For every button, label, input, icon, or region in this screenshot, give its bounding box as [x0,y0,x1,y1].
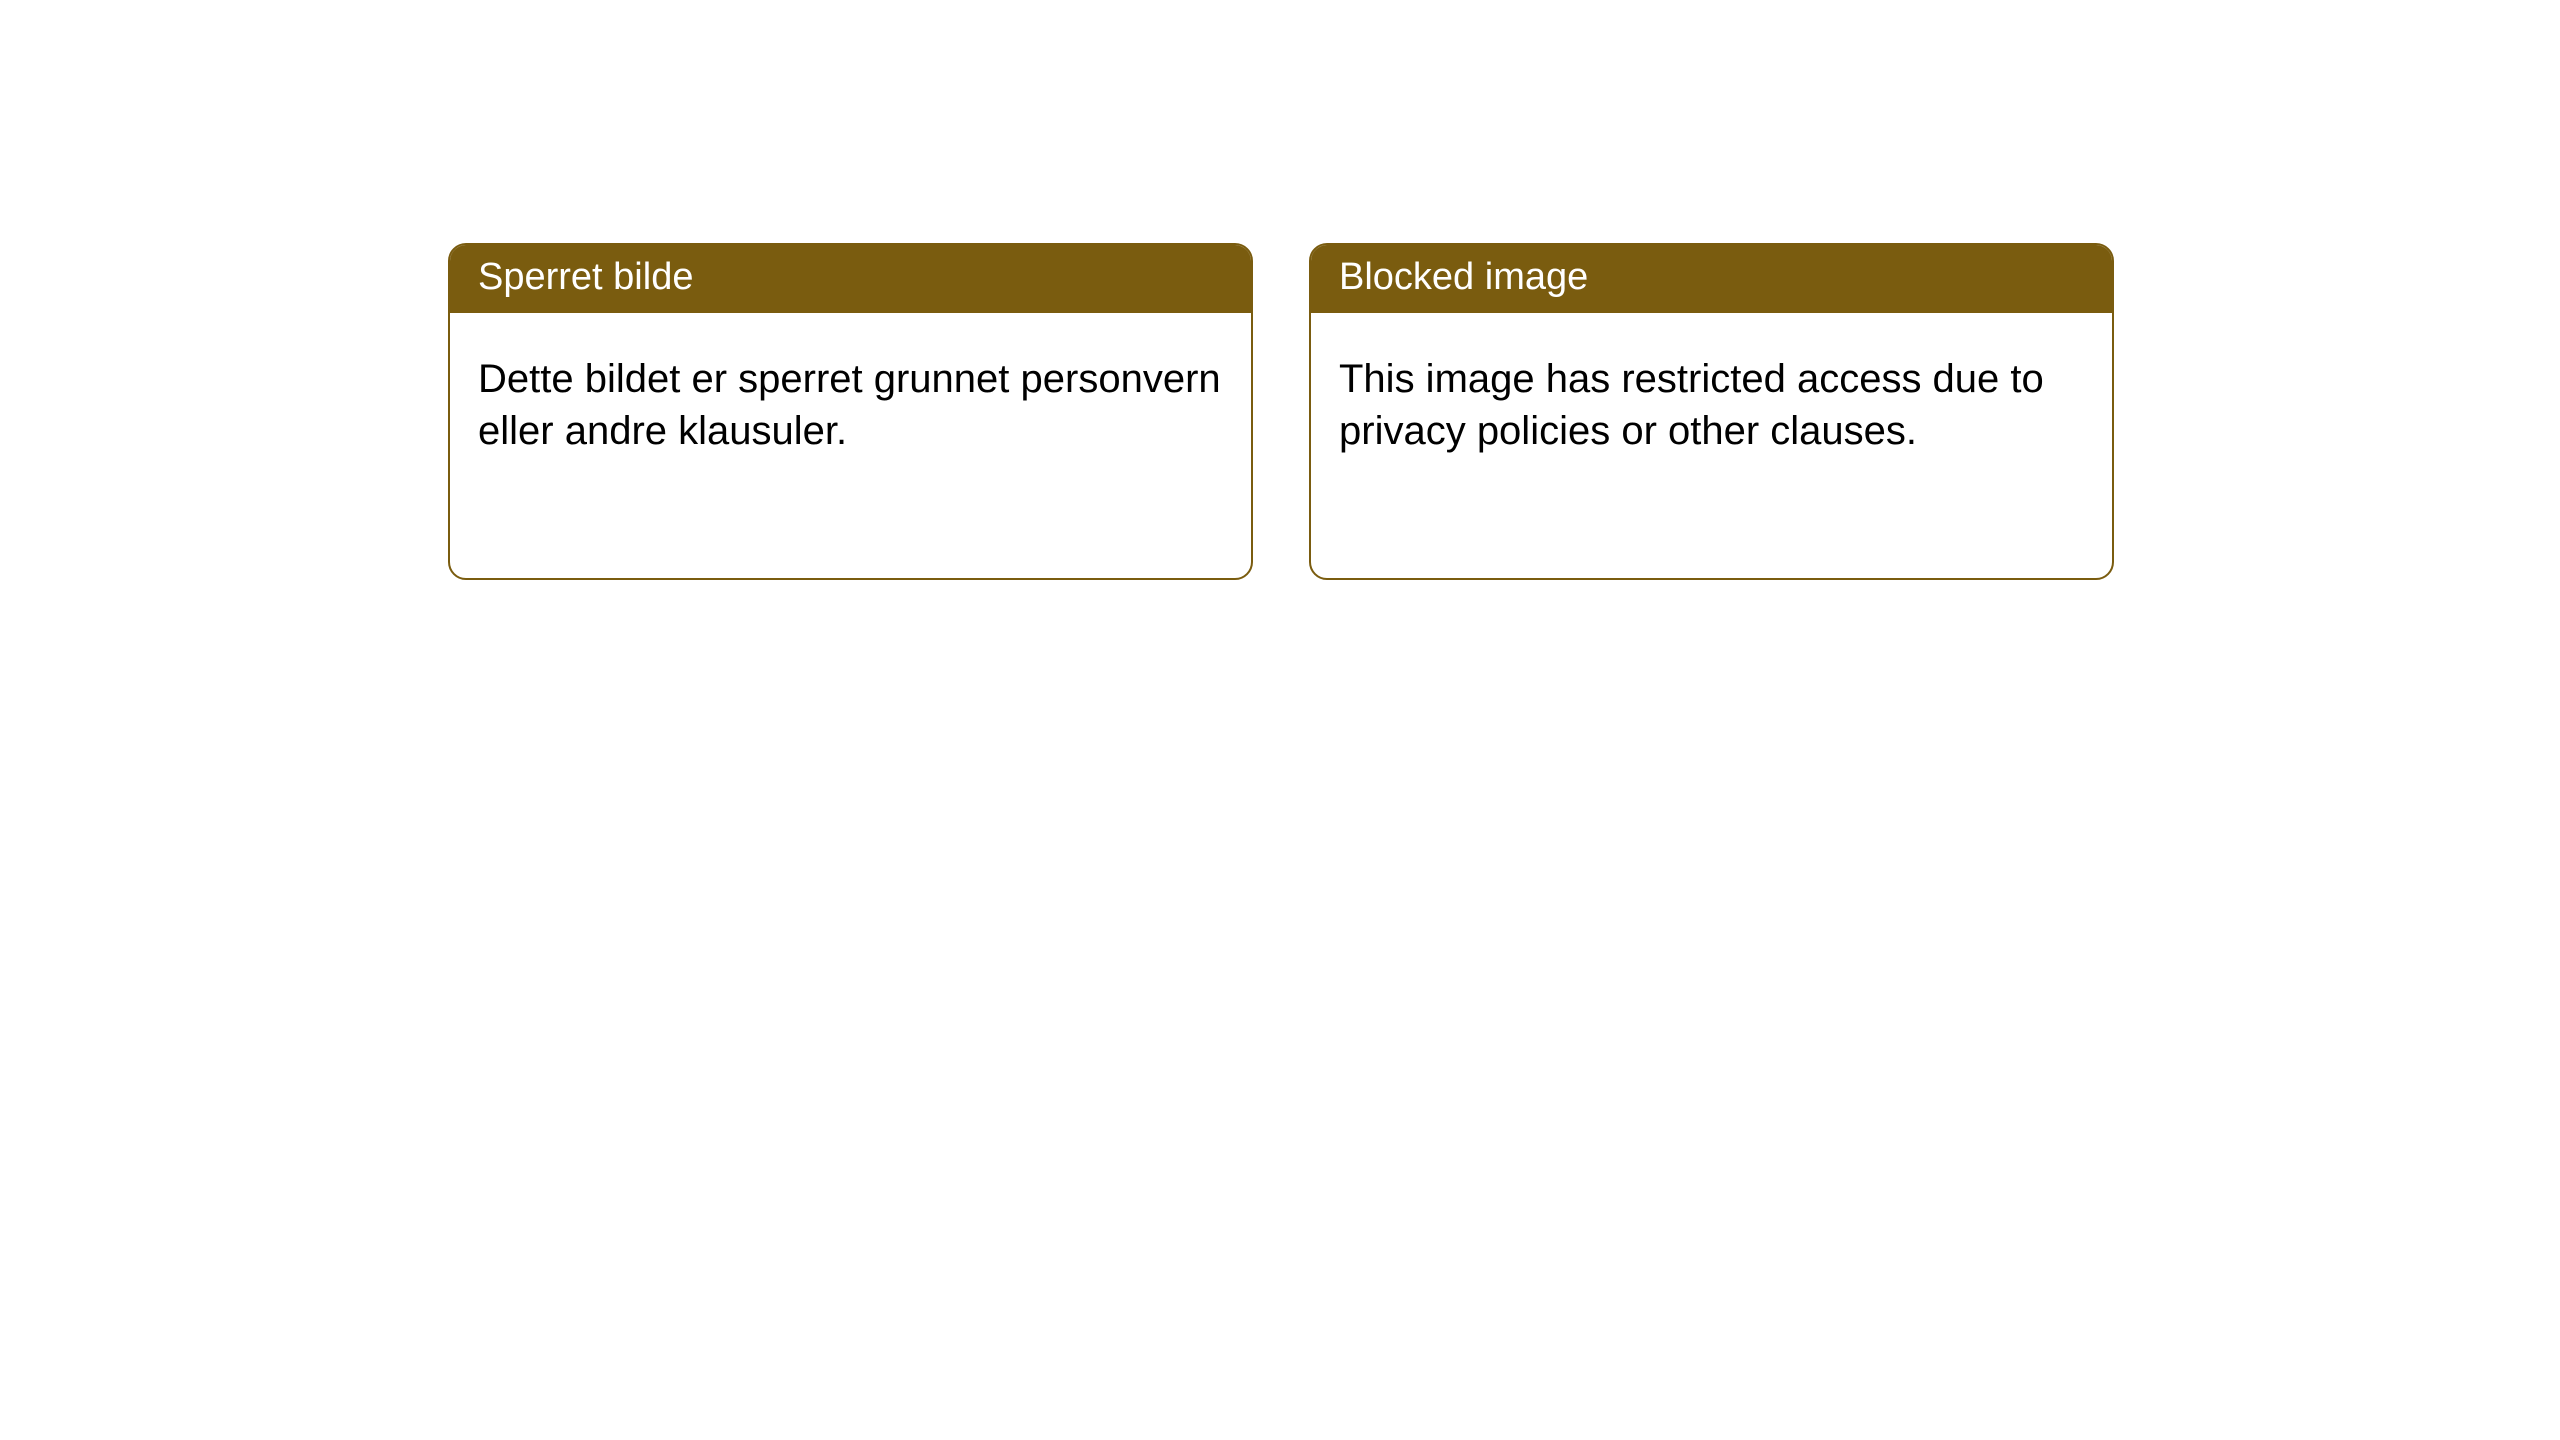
notice-body-english: This image has restricted access due to … [1311,313,2112,485]
notice-container: Sperret bilde Dette bildet er sperret gr… [0,0,2560,580]
notice-box-english: Blocked image This image has restricted … [1309,243,2114,580]
notice-header-norwegian: Sperret bilde [450,245,1251,313]
notice-body-norwegian: Dette bildet er sperret grunnet personve… [450,313,1251,485]
notice-header-english: Blocked image [1311,245,2112,313]
notice-box-norwegian: Sperret bilde Dette bildet er sperret gr… [448,243,1253,580]
